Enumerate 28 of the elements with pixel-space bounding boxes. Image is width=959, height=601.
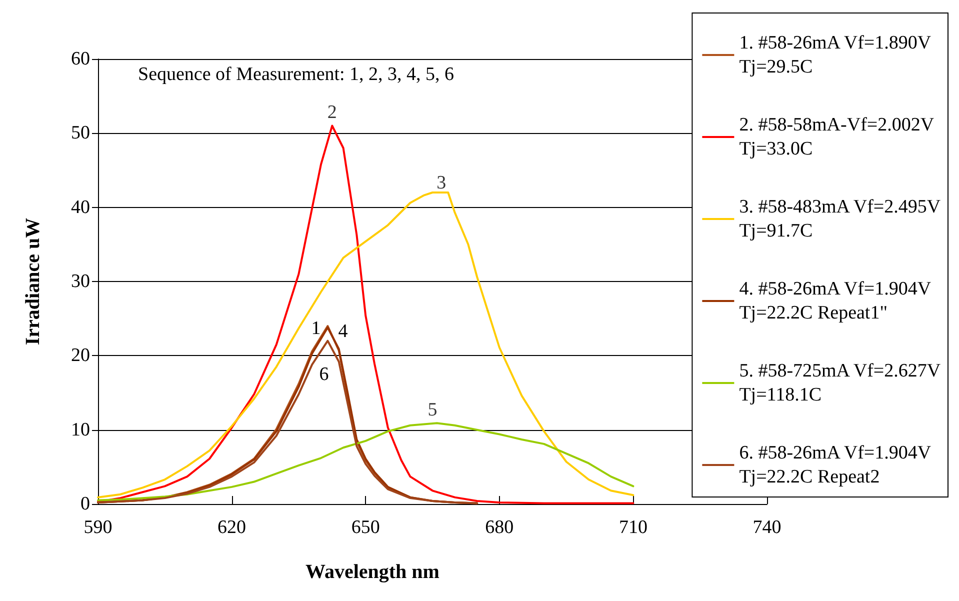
legend-label: 6. #58-26mA Vf=1.904V Tj=22.2C Repeat2 (739, 442, 932, 488)
annotation: 3 (436, 172, 446, 194)
x-tick-label: 590 (84, 517, 112, 538)
y-tick-label: 10 (71, 419, 90, 440)
y-tick-label: 40 (71, 196, 90, 218)
y-tick-label: 50 (71, 122, 90, 144)
annotation: 1 (311, 318, 321, 339)
x-tick-label: 650 (351, 517, 380, 538)
y-tick-label: 20 (71, 345, 90, 366)
y-tick-label: 60 (71, 48, 90, 70)
legend-label: 3. #58-483mA Vf=2.495V Tj=91.7C (739, 196, 941, 242)
x-axis-title: Wavelength nm (306, 561, 440, 583)
legend-label: 2. #58-58mA-Vf=2.002V Tj=33.0C (739, 114, 934, 160)
legend-label: 4. #58-26mA Vf=1.904V Tj=22.2C Repeat1" (739, 278, 932, 324)
x-tick-label: 620 (218, 517, 246, 538)
x-tick-label: 680 (485, 517, 514, 538)
legend-label: 5. #58-725mA Vf=2.627V Tj=118.1C (739, 360, 941, 406)
x-tick-label: 710 (618, 517, 648, 538)
annotation: 6 (319, 364, 329, 385)
annotation: 5 (428, 399, 438, 420)
x-tick-label: 740 (752, 517, 782, 538)
legend-label: 1. #58-26mA Vf=1.890V Tj=29.5C (739, 32, 932, 78)
annotation: 2 (327, 102, 337, 124)
annotation: 4 (338, 321, 348, 342)
annotation: Sequence of Measurement: 1, 2, 3, 4, 5, 6 (138, 64, 454, 85)
y-tick-label: 30 (71, 271, 90, 292)
y-tick-label: 0 (80, 494, 90, 514)
y-axis-title: Irradiance uW (22, 218, 44, 346)
